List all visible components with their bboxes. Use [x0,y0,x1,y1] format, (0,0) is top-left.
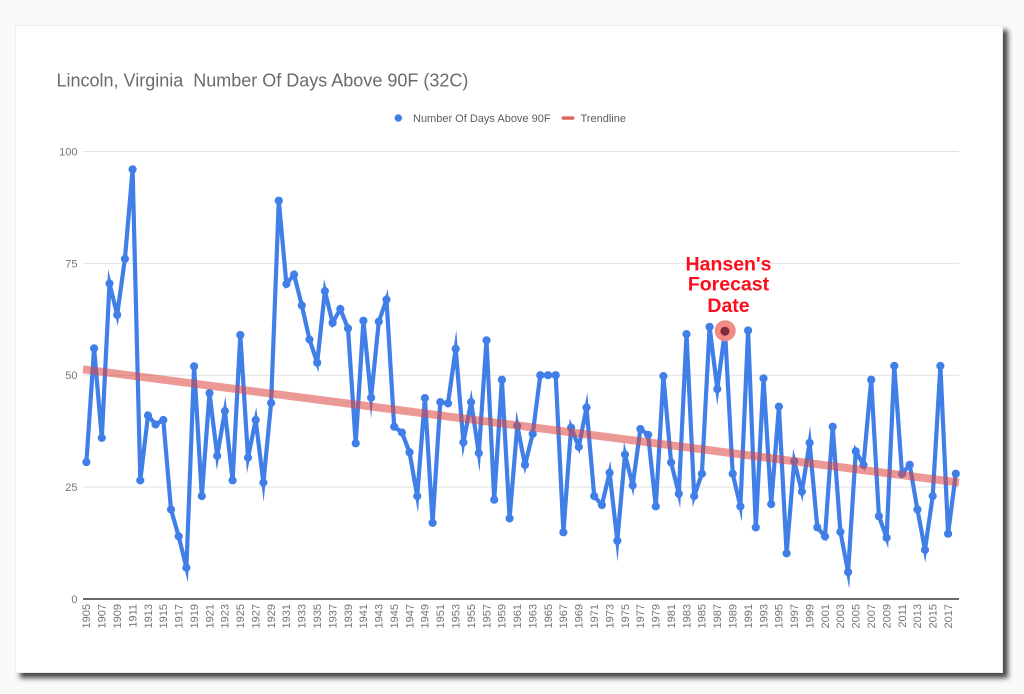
svg-text:50: 50 [65,370,77,382]
svg-text:1915: 1915 [158,604,170,628]
svg-text:1981: 1981 [666,604,678,628]
svg-text:1991: 1991 [743,604,755,628]
svg-text:1983: 1983 [681,604,693,628]
svg-text:2017: 2017 [943,604,955,628]
svg-text:1923: 1923 [220,604,232,628]
svg-text:Number Of Days Above 90F: Number Of Days Above 90F [413,113,551,125]
svg-text:1917: 1917 [174,604,186,628]
svg-text:25: 25 [65,482,77,494]
svg-text:100: 100 [59,146,77,158]
svg-text:1933: 1933 [297,604,309,628]
svg-text:1965: 1965 [543,604,555,628]
svg-text:1949: 1949 [420,604,432,628]
svg-text:1913: 1913 [143,604,155,628]
svg-text:1919: 1919 [189,604,201,628]
svg-text:1959: 1959 [497,604,509,628]
svg-text:1987: 1987 [712,604,724,628]
svg-text:1971: 1971 [589,604,601,628]
svg-text:1939: 1939 [343,604,355,628]
svg-text:2007: 2007 [866,604,878,628]
svg-text:2003: 2003 [835,604,847,628]
svg-text:1963: 1963 [528,604,540,628]
svg-text:1909: 1909 [112,604,124,628]
svg-text:1977: 1977 [635,604,647,628]
svg-text:1975: 1975 [620,604,632,628]
svg-text:2001: 2001 [820,604,832,628]
svg-text:2011: 2011 [897,604,909,628]
svg-text:75: 75 [65,258,77,270]
svg-text:2009: 2009 [881,604,893,628]
svg-text:Trendline: Trendline [581,113,626,125]
svg-text:1995: 1995 [774,604,786,628]
svg-text:1993: 1993 [758,604,770,628]
svg-text:1989: 1989 [728,604,740,628]
svg-text:0: 0 [71,594,77,606]
svg-text:1999: 1999 [804,604,816,628]
svg-text:1945: 1945 [389,604,401,628]
svg-text:1969: 1969 [574,604,586,628]
svg-text:Forecast: Forecast [688,274,770,296]
svg-text:1935: 1935 [312,604,324,628]
svg-text:1997: 1997 [789,604,801,628]
svg-text:2013: 2013 [912,604,924,628]
svg-text:Lincoln, Virginia Number Of D: Lincoln, Virginia Number Of Days Above 9… [57,71,469,91]
svg-text:1941: 1941 [358,604,370,628]
svg-text:1911: 1911 [127,604,139,628]
svg-text:1951: 1951 [435,604,447,628]
svg-text:Hansen's: Hansen's [686,253,772,275]
svg-text:1931: 1931 [281,604,293,628]
svg-text:1943: 1943 [374,604,386,628]
svg-text:1953: 1953 [451,604,463,628]
svg-text:1929: 1929 [266,604,278,628]
svg-text:1907: 1907 [97,604,109,628]
svg-text:2005: 2005 [851,604,863,628]
svg-text:1967: 1967 [558,604,570,628]
svg-text:1921: 1921 [204,604,216,628]
svg-text:2015: 2015 [928,604,940,628]
svg-text:1955: 1955 [466,604,478,628]
svg-text:1961: 1961 [512,604,524,628]
svg-text:1927: 1927 [251,604,263,628]
svg-text:1957: 1957 [481,604,493,628]
svg-text:1925: 1925 [235,604,247,628]
svg-text:1973: 1973 [604,604,616,628]
svg-text:1905: 1905 [81,604,93,628]
svg-text:1979: 1979 [651,604,663,628]
svg-text:Date: Date [707,295,749,317]
svg-text:1947: 1947 [404,604,416,628]
svg-text:1985: 1985 [697,604,709,628]
svg-text:1937: 1937 [327,604,339,628]
